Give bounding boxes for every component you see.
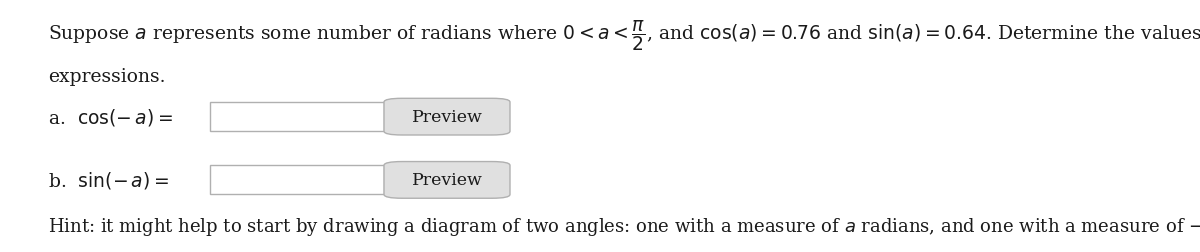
FancyBboxPatch shape [384, 162, 510, 199]
Text: Preview: Preview [412, 109, 482, 126]
Text: Hint: it might help to start by drawing a diagram of two angles: one with a meas: Hint: it might help to start by drawing … [48, 215, 1200, 237]
Text: Preview: Preview [412, 172, 482, 189]
FancyBboxPatch shape [210, 166, 384, 195]
Text: a.  $\cos(-\,a) = $: a. $\cos(-\,a) = $ [48, 107, 173, 128]
Text: expressions.: expressions. [48, 68, 166, 86]
FancyBboxPatch shape [384, 99, 510, 136]
FancyBboxPatch shape [210, 103, 384, 132]
Text: Suppose $a$ represents some number of radians where $0 < a < \dfrac{\pi}{2}$, an: Suppose $a$ represents some number of ra… [48, 18, 1200, 52]
Text: b.  $\sin(-\,a) = $: b. $\sin(-\,a) = $ [48, 170, 169, 191]
